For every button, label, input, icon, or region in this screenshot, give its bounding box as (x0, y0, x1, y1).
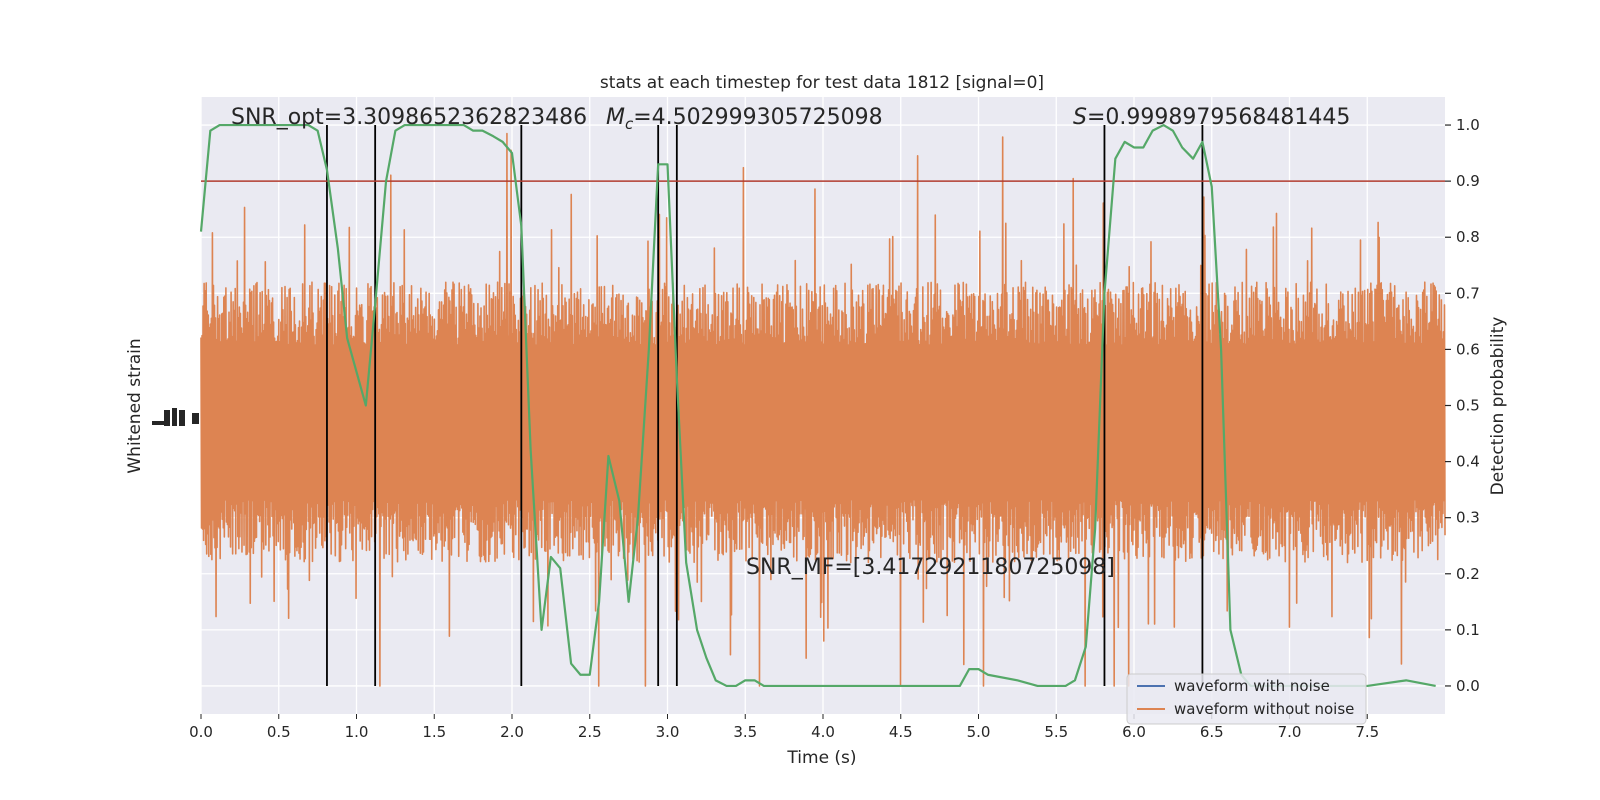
x-tick-label-6: 3.0 (656, 723, 680, 741)
x-tick-label-12: 6.0 (1122, 723, 1146, 741)
y-tick-label-1: 0.1 (1456, 621, 1480, 639)
left-axis-glyph-3 (172, 408, 177, 426)
waveform-without-noise-line (200, 132, 1446, 687)
s-symbol: S (1073, 105, 1087, 130)
y-tick-label-4: 0.4 (1456, 453, 1480, 471)
waveform-without-noise-series (200, 132, 1446, 687)
x-tick-label-11: 5.5 (1044, 723, 1068, 741)
legend-box (1126, 673, 1367, 725)
mc-value: =4.502999305725098 (633, 105, 882, 130)
y-tick-label-3: 0.3 (1456, 509, 1480, 527)
detection-probability-series (199, 123, 1436, 688)
left-y-axis-label: Whitened strain (125, 338, 145, 473)
x-tick-label-5: 2.5 (578, 723, 602, 741)
x-tick-label-8: 4.0 (811, 723, 835, 741)
mc-annotation: Mc=4.502999305725098 (606, 105, 883, 133)
legend: waveform with noise waveform without noi… (1126, 673, 1367, 725)
legend-label-waveform-with-noise: waveform with noise (1174, 677, 1330, 695)
x-axis-label: Time (s) (786, 748, 856, 768)
x-tick-label-10: 5.0 (967, 723, 991, 741)
chart-title: stats at each timestep for test data 181… (600, 73, 1044, 93)
y-tick-label-7: 0.7 (1456, 284, 1480, 302)
left-axis-glyph-5 (192, 413, 199, 424)
y-tick-label-2: 0.2 (1456, 565, 1480, 583)
x-tick-label-15: 7.5 (1355, 723, 1379, 741)
detection-probability-line (199, 123, 1436, 688)
x-tick-label-14: 7.0 (1278, 723, 1302, 741)
y-tick-label-5: 0.5 (1456, 397, 1480, 415)
left-axis-glyphs (152, 408, 199, 426)
y-tick-label-9: 0.9 (1456, 172, 1480, 190)
mc-symbol: M (606, 105, 625, 130)
snr-mf-annotation: SNR_MF=[3.4172921180725098] (746, 555, 1115, 580)
left-axis-glyph-2 (164, 410, 170, 426)
x-tick-label-0: 0.0 (189, 723, 213, 741)
s-annotation: S=0.9998979568481445 (1073, 105, 1350, 130)
x-axis-ticks: 0.0 0.5 1.0 1.5 2.0 2.5 3.0 3.5 4.0 4.5 5.0 5.5 6.0 6… (189, 714, 1379, 741)
x-tick-label-13: 6.5 (1200, 723, 1224, 741)
x-tick-label-1: 0.5 (267, 723, 291, 741)
event-vertical-lines (326, 125, 1204, 686)
mc-subscript: c (625, 115, 634, 133)
right-y-axis-ticks: 0.0 0.1 0.2 0.3 0.4 0.5 0.6 0.7 0.8 0.9 1.0 (1445, 116, 1480, 695)
x-tick-label-4: 2.0 (500, 723, 524, 741)
x-tick-label-7: 3.5 (733, 723, 757, 741)
y-tick-label-8: 0.8 (1456, 228, 1480, 246)
snr-opt-annotation: SNR_opt=3.3098652362823486 (231, 105, 587, 130)
y-tick-label-10: 1.0 (1456, 116, 1480, 134)
x-tick-label-9: 4.5 (889, 723, 913, 741)
left-axis-glyph-4 (179, 410, 185, 426)
right-y-axis-label: Detection probability (1488, 317, 1508, 496)
left-axis-glyph-1 (152, 421, 164, 425)
legend-label-waveform-without-noise: waveform without noise (1174, 700, 1354, 718)
s-value: =0.9998979568481445 (1087, 105, 1350, 130)
y-tick-label-0: 0.0 (1456, 677, 1480, 695)
x-tick-label-3: 1.5 (422, 723, 446, 741)
y-tick-label-6: 0.6 (1456, 340, 1480, 358)
x-tick-label-2: 1.0 (345, 723, 369, 741)
